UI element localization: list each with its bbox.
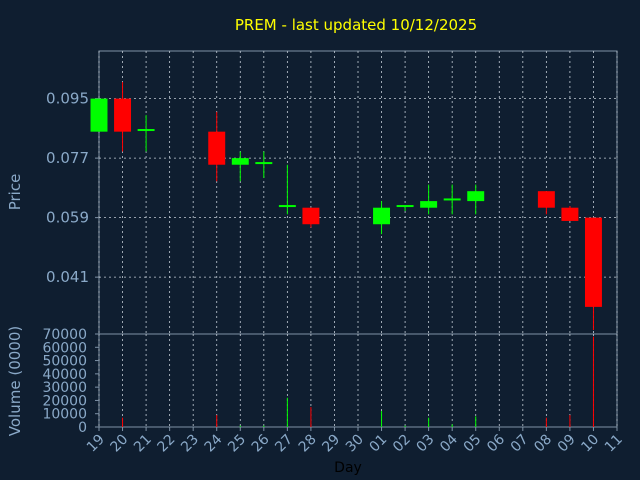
candle-body xyxy=(420,201,438,208)
volume-tick-label: 40000 xyxy=(42,367,87,383)
price-tick-label: 0.095 xyxy=(46,90,89,108)
chart-title: PREM - last updated 10/12/2025 xyxy=(235,16,477,34)
volume-tick-label: 10000 xyxy=(42,407,87,423)
price-tick-label: 0.059 xyxy=(46,209,89,227)
price-tick-label: 0.041 xyxy=(46,268,89,286)
candle-body xyxy=(255,162,273,165)
candle-body xyxy=(90,98,108,132)
candle-body xyxy=(467,191,485,202)
candle-body xyxy=(231,158,249,165)
candle-body xyxy=(208,131,226,165)
volume-tick-label: 60000 xyxy=(42,340,87,356)
volume-tick-label: 20000 xyxy=(42,393,87,409)
candle-body xyxy=(302,207,320,225)
volume-tick-label: 0 xyxy=(78,420,87,436)
candle-body xyxy=(373,207,391,225)
candle-body xyxy=(584,217,602,307)
x-axis-label: Day xyxy=(334,460,362,476)
volume-axis-label: Volume (0000) xyxy=(6,326,24,436)
candle-body xyxy=(561,207,579,221)
price-tick-label: 0.077 xyxy=(46,149,89,167)
volume-tick-label: 70000 xyxy=(42,327,87,343)
volume-tick-label: 30000 xyxy=(42,380,87,396)
candle-body xyxy=(396,205,414,208)
volume-tick-label: 50000 xyxy=(42,354,87,370)
price-panel: 0.041 0.059 0.077 0.095 xyxy=(46,50,618,335)
candle-body xyxy=(537,191,555,208)
candle-body xyxy=(278,205,296,208)
price-axis-label: Price xyxy=(6,174,24,211)
candle-body xyxy=(114,98,132,132)
candle-body xyxy=(443,198,461,201)
candle-body xyxy=(137,129,155,132)
